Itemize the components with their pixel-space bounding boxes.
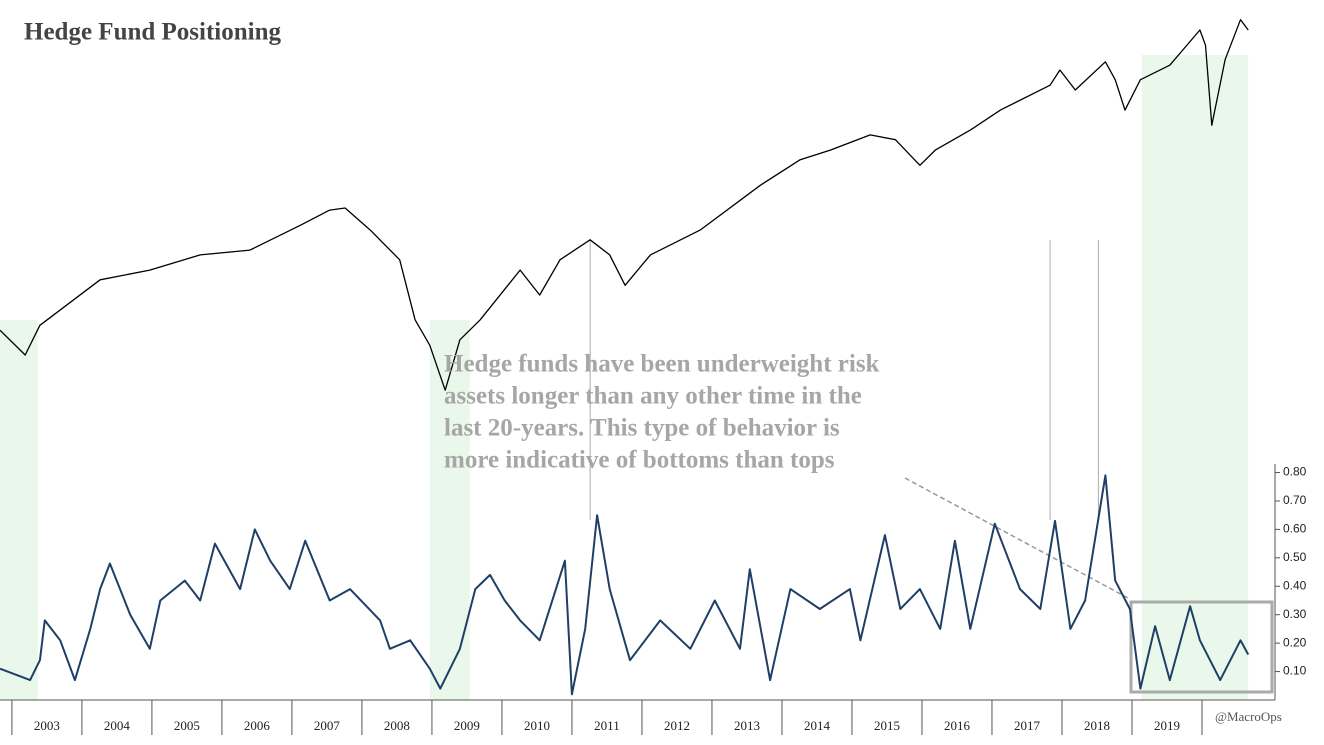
shaded-span [1141, 55, 1249, 700]
annotation: last 20-years. This type of behavior is [444, 415, 840, 442]
x-tick-label: 2008 [384, 718, 410, 733]
x-tick-label: 2011 [594, 718, 620, 733]
chart-title: Hedge Fund Positioning [24, 19, 281, 46]
data-line [0, 474, 1250, 696]
x-tick-label: 2007 [314, 718, 341, 733]
y-tick-label: 0.20 [1283, 635, 1307, 649]
x-tick-label: 2010 [524, 718, 550, 733]
y-tick-label: 0.30 [1283, 607, 1307, 621]
x-tick-label: 2006 [244, 718, 271, 733]
x-tick-label: 2015 [874, 718, 900, 733]
credit: @MacroOps [1215, 709, 1282, 724]
annotation: Hedge funds have been underweight risk [444, 351, 880, 378]
annotation: assets longer than any other time in the [444, 383, 862, 410]
x-tick-label: 2018 [1084, 718, 1110, 733]
y-tick-label: 0.60 [1283, 522, 1307, 536]
shaded-span [0, 320, 38, 700]
annotation-arrow [904, 477, 1129, 599]
highlight-box [1129, 600, 1274, 694]
x-tick-label: 2017 [1014, 718, 1041, 733]
x-tick-label: 2013 [734, 718, 760, 733]
data-line [0, 19, 1249, 391]
annotation: more indicative of bottoms than tops [444, 447, 835, 474]
x-tick-label: 2012 [664, 718, 690, 733]
y-tick-label: 0.80 [1283, 465, 1307, 479]
y-tick-label: 0.70 [1283, 493, 1307, 507]
x-tick-label: 2016 [944, 718, 971, 733]
y-tick-label: 0.10 [1283, 664, 1307, 678]
x-tick-label: 2019 [1154, 718, 1180, 733]
x-tick-label: 2009 [454, 718, 480, 733]
x-tick-label: 2014 [804, 718, 831, 733]
x-tick-label: 2005 [174, 718, 200, 733]
y-tick-label: 0.40 [1283, 578, 1307, 592]
y-tick-label: 0.50 [1283, 550, 1307, 564]
x-tick-label: 2004 [104, 718, 131, 733]
x-tick-label: 2003 [34, 718, 60, 733]
